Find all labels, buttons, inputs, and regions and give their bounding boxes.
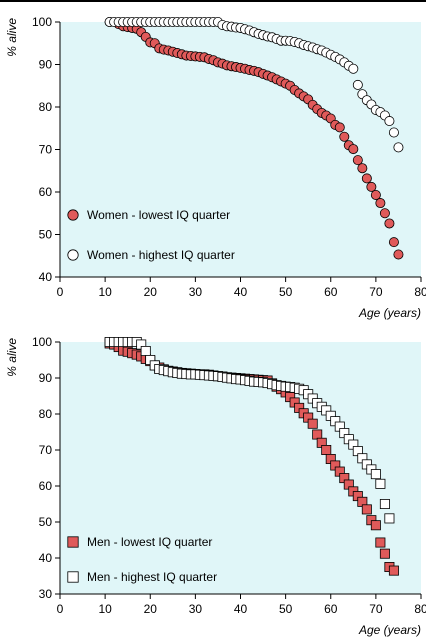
- x-tick-label: 70: [369, 602, 383, 616]
- legend-marker: [67, 209, 79, 221]
- x-tick-label: 20: [144, 602, 158, 616]
- x-tick-label: 10: [98, 285, 112, 299]
- data-point: [352, 155, 363, 166]
- y-tick-label: 100: [32, 15, 52, 29]
- y-tick-label: 100: [32, 335, 52, 349]
- x-tick-label: 60: [324, 602, 338, 616]
- x-tick-label: 0: [57, 602, 64, 616]
- data-point: [388, 237, 399, 248]
- y-tick-label: 80: [39, 407, 53, 421]
- data-point: [379, 208, 390, 219]
- x-tick-label: 70: [369, 285, 383, 299]
- data-point: [384, 116, 395, 127]
- data-point: [140, 345, 151, 356]
- data-point: [307, 418, 318, 429]
- y-tick-label: 70: [39, 443, 53, 457]
- data-point: [388, 565, 399, 576]
- legend-label: Women - highest IQ quarter: [87, 248, 235, 262]
- data-point: [339, 131, 350, 142]
- data-point: [348, 63, 359, 74]
- plot-area-1: [60, 22, 421, 277]
- x-tick-label: 60: [324, 285, 338, 299]
- data-point: [379, 548, 390, 559]
- legend-marker: [67, 571, 79, 583]
- y-axis-label: % alive: [5, 338, 19, 377]
- data-point: [375, 537, 386, 548]
- x-tick-label: 10: [98, 602, 112, 616]
- data-point: [366, 181, 377, 192]
- y-tick-label: 80: [39, 100, 53, 114]
- x-tick-label: 0: [57, 285, 64, 299]
- data-point: [375, 478, 386, 489]
- data-point: [370, 469, 381, 480]
- data-point: [388, 127, 399, 138]
- data-point: [370, 189, 381, 200]
- y-tick-label: 90: [39, 371, 53, 385]
- data-point: [321, 444, 332, 455]
- x-axis-label: Age (years): [358, 623, 421, 637]
- data-point: [384, 218, 395, 229]
- y-tick-label: 50: [39, 228, 53, 242]
- data-point: [384, 513, 395, 524]
- legend-marker: [67, 249, 79, 261]
- data-point: [312, 429, 323, 440]
- data-point: [334, 122, 345, 133]
- legend-label: Men - highest IQ quarter: [87, 570, 217, 584]
- y-tick-label: 90: [39, 58, 53, 72]
- data-point: [370, 520, 381, 531]
- data-point: [375, 198, 386, 209]
- x-tick-label: 20: [144, 285, 158, 299]
- y-tick-label: 60: [39, 185, 53, 199]
- x-axis-label: Age (years): [358, 306, 421, 320]
- x-tick-label: 40: [234, 602, 248, 616]
- data-point: [361, 504, 372, 515]
- x-tick-label: 50: [279, 602, 293, 616]
- data-point: [361, 173, 372, 184]
- y-tick-label: 60: [39, 479, 53, 493]
- x-tick-label: 40: [234, 285, 248, 299]
- y-tick-label: 50: [39, 515, 53, 529]
- data-point: [352, 79, 363, 90]
- y-axis-label: % alive: [5, 18, 19, 57]
- data-point: [393, 142, 404, 153]
- x-tick-label: 80: [414, 285, 426, 299]
- legend-label: Men - lowest IQ quarter: [87, 535, 212, 549]
- data-point: [393, 249, 404, 260]
- legend-marker: [67, 536, 79, 548]
- top-rule: [0, 0, 426, 2]
- y-tick-label: 30: [39, 587, 53, 601]
- data-point: [348, 144, 359, 155]
- x-tick-label: 80: [414, 602, 426, 616]
- y-tick-label: 40: [39, 270, 53, 284]
- x-tick-label: 30: [189, 602, 203, 616]
- x-tick-label: 30: [189, 285, 203, 299]
- legend-label: Women - lowest IQ quarter: [87, 208, 230, 222]
- y-tick-label: 40: [39, 551, 53, 565]
- data-point: [379, 498, 390, 509]
- x-tick-label: 50: [279, 285, 293, 299]
- data-point: [357, 163, 368, 174]
- y-tick-label: 70: [39, 143, 53, 157]
